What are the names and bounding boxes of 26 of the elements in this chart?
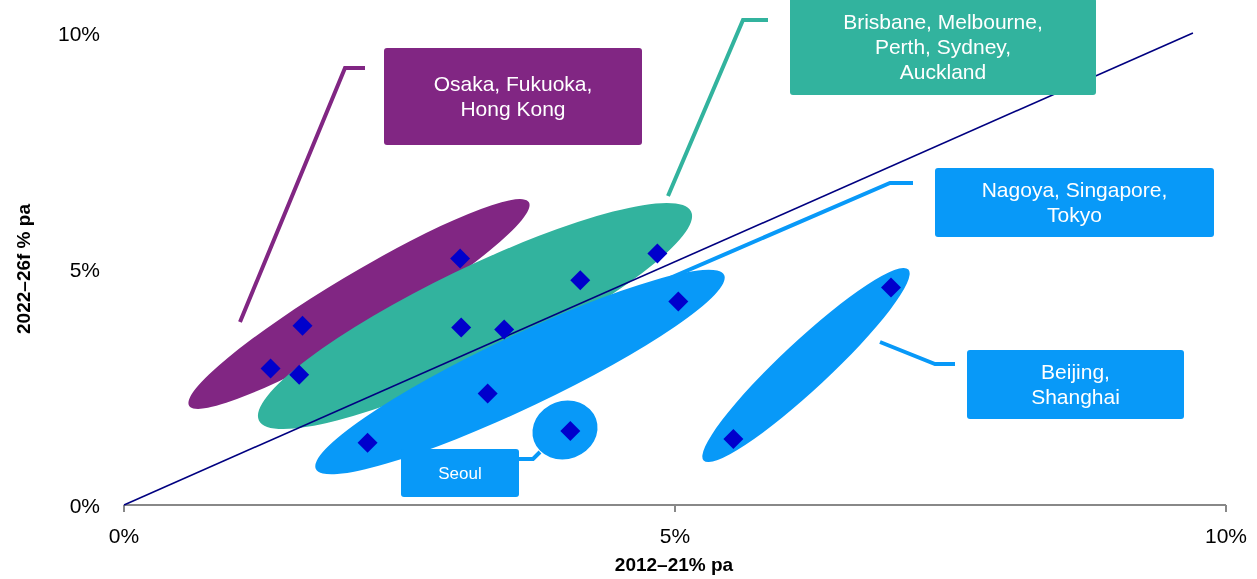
x-tick-label: 0% [108, 524, 140, 547]
x-axis-title: 2012–21% pa [614, 554, 734, 575]
annotation: Osaka, Fukuoka, Hong Kong [433, 72, 593, 121]
point [723, 428, 744, 449]
point [451, 317, 472, 338]
x-tick-label: 5% [659, 524, 691, 547]
point [570, 270, 591, 291]
point [292, 315, 313, 336]
y-tick-label: 10% [57, 22, 100, 45]
point [477, 383, 498, 404]
y-axis-title: 2022–26f % pa [13, 203, 34, 334]
point [668, 291, 689, 312]
annotation: Brisbane, Melbourne, Perth, Sydney, Auckland [843, 9, 1043, 84]
y-tick-label: 0% [69, 494, 100, 517]
y-tick-label: 5% [69, 258, 100, 281]
annotation: Beijing, Shanghai [1031, 360, 1120, 409]
point [357, 432, 378, 453]
point [260, 358, 281, 379]
point [880, 277, 901, 298]
point [450, 248, 471, 269]
point [647, 243, 668, 264]
point [289, 364, 310, 385]
x-tick-label: 10% [1204, 524, 1248, 547]
point [494, 319, 515, 340]
annotation: Nagoya, Singapore, Tokyo [981, 178, 1168, 227]
annotation: Seoul [438, 463, 482, 483]
